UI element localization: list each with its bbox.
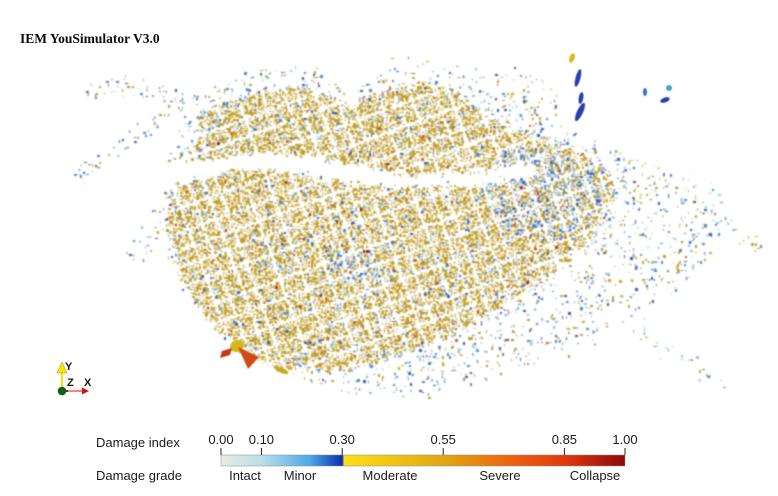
svg-text:0.00: 0.00 bbox=[208, 432, 233, 447]
svg-text:1.00: 1.00 bbox=[612, 432, 637, 447]
svg-text:Moderate: Moderate bbox=[363, 468, 418, 483]
svg-text:Collapse: Collapse bbox=[570, 468, 621, 483]
svg-text:0.10: 0.10 bbox=[249, 432, 274, 447]
svg-text:Intact: Intact bbox=[229, 468, 261, 483]
svg-text:Severe: Severe bbox=[479, 468, 520, 483]
svg-text:0.30: 0.30 bbox=[330, 432, 355, 447]
svg-text:0.55: 0.55 bbox=[431, 432, 456, 447]
svg-text:Minor: Minor bbox=[284, 468, 317, 483]
svg-text:0.85: 0.85 bbox=[552, 432, 577, 447]
